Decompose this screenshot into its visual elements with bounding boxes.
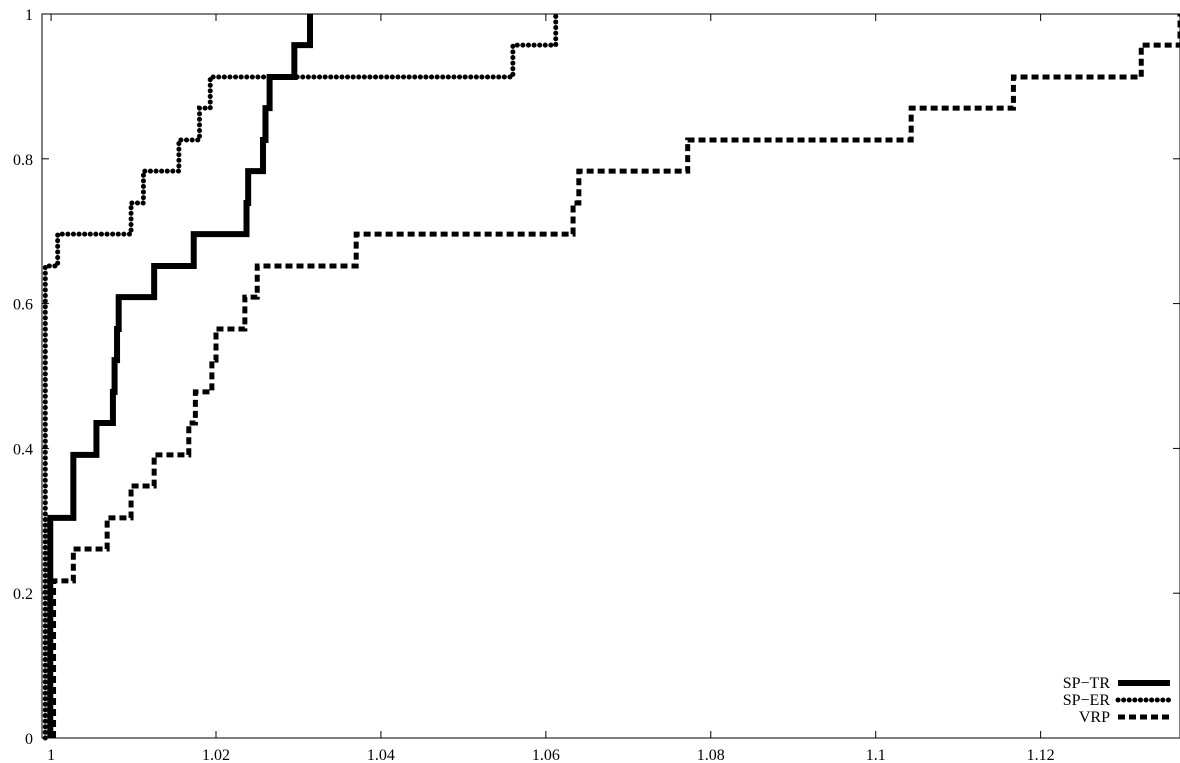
y-tick-label: 0.2 (13, 586, 33, 603)
x-tick-label: 1.06 (532, 747, 560, 763)
series-line-dashed (51, 14, 1180, 738)
series-group (42, 11, 1180, 741)
series-line-solid (47, 14, 314, 738)
y-tick-label: 0.6 (13, 297, 33, 314)
plot-frame (41, 13, 1180, 739)
y-tick-label: 0 (25, 731, 33, 748)
x-axis: 1 1.02 1.04 1.06 1.08 1.1 1.12 (47, 14, 1055, 763)
y-tick-label: 1 (25, 7, 33, 24)
x-tick-label: 1.02 (202, 747, 230, 763)
x-tick-label: 1 (47, 747, 55, 763)
legend-label: SP−TR (1063, 675, 1111, 692)
plot-border (41, 13, 1180, 739)
x-tick-label: 1.12 (1027, 747, 1055, 763)
x-tick-label: 1.04 (367, 747, 395, 763)
y-tick-label: 0.4 (13, 441, 33, 458)
x-tick-label: 1.08 (697, 747, 725, 763)
series-line-dotted (42, 11, 559, 741)
x-tick-label: 1.1 (866, 747, 886, 763)
legend-label: SP−ER (1063, 692, 1111, 709)
y-tick-label: 0.8 (13, 152, 33, 169)
legend-label: VRP (1079, 709, 1110, 726)
y-axis: 0 0.2 0.4 0.6 0.8 1 (13, 7, 1180, 748)
